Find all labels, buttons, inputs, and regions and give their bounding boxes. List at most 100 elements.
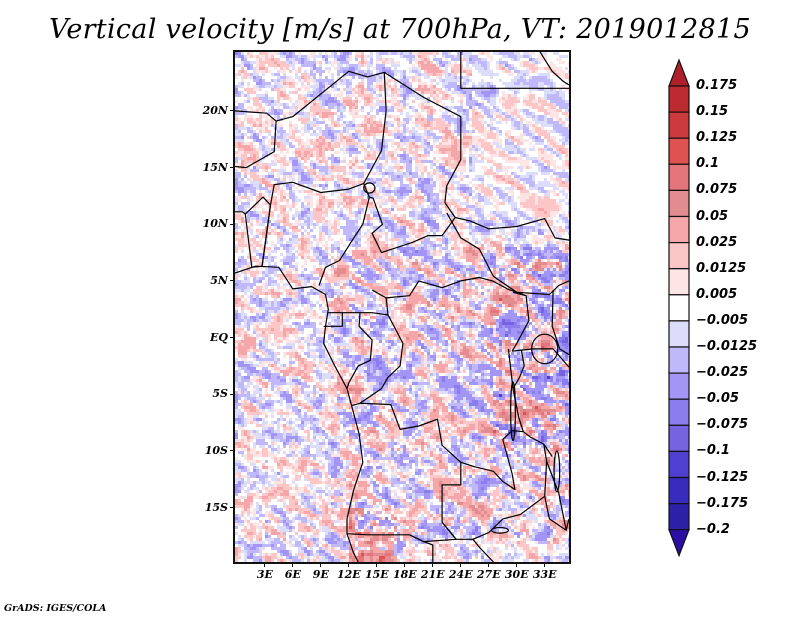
colorbar-min-triangle: [668, 529, 690, 558]
border-line: [446, 212, 569, 296]
colorbar-segment: [668, 163, 690, 192]
x-tick-label: 21E: [420, 568, 445, 581]
y-tick-label: 20N: [202, 103, 228, 117]
country-borders: [235, 52, 569, 562]
border-line: [472, 538, 494, 562]
x-tick: [432, 562, 434, 567]
x-tick-label: 6E: [284, 568, 301, 581]
border-line: [235, 110, 277, 122]
colorbar-level-label: 0.075: [696, 182, 738, 198]
border-line: [512, 349, 525, 389]
colorbar-segment: [668, 294, 690, 322]
x-tick-label: 18E: [392, 568, 417, 581]
x-tick: [460, 562, 462, 567]
y-tick: [230, 507, 235, 509]
colorbar-segment: [668, 85, 690, 113]
border-line: [455, 216, 569, 241]
x-tick: [516, 562, 518, 567]
colorbar-segment: [668, 189, 690, 218]
x-tick-label: 27E: [476, 568, 501, 581]
border-line: [460, 52, 569, 89]
colorbar-segment: [668, 503, 690, 531]
x-tick-label: 9E: [312, 568, 329, 581]
x-tick: [348, 562, 350, 567]
border-line: [544, 496, 569, 531]
y-tick-label: 15N: [202, 160, 228, 174]
colorbar-level-label: 0.05: [696, 208, 729, 224]
border-line: [369, 71, 462, 254]
border-line: [235, 265, 364, 562]
lake-victoria-outline: [531, 333, 559, 365]
x-tick-label: 15E: [364, 568, 389, 581]
colorbar-segment: [668, 424, 690, 452]
colorbar-level-label: −0.005: [696, 312, 749, 328]
colorbar-level-label: −0.175: [696, 495, 749, 511]
x-tick: [264, 562, 266, 567]
colorbar-segment: [668, 137, 690, 165]
y-tick: [230, 223, 235, 225]
y-tick: [230, 337, 235, 339]
lake-chad-outline: [363, 182, 376, 194]
x-tick: [404, 562, 406, 567]
border-line: [346, 402, 462, 543]
x-tick-label: 12E: [336, 568, 361, 581]
lake-malawi-outline: [553, 450, 561, 493]
colorbar-max-triangle: [668, 58, 690, 87]
y-tick: [230, 110, 235, 112]
colorbar-segment: [668, 215, 690, 244]
y-tick: [230, 167, 235, 169]
colorbar-segment: [668, 111, 690, 139]
y-tick-label: 10N: [202, 217, 228, 231]
colorbar-segment: [668, 268, 690, 296]
border-line: [261, 181, 370, 286]
vertical-velocity-field: [235, 52, 569, 562]
border-line: [460, 429, 524, 491]
border-line: [441, 461, 548, 540]
border-line: [323, 312, 343, 327]
x-tick-label: 33E: [532, 568, 557, 581]
colorbar-level-label: 0.1: [696, 156, 720, 172]
colorbar-segment: [668, 320, 690, 348]
colorbar-segment: [668, 450, 690, 479]
border-line: [328, 297, 389, 316]
lake-tanganyika-outline: [510, 381, 516, 442]
colorbar-segment: [668, 242, 690, 270]
map-plot-area: [233, 50, 571, 564]
colorbar-level-label: −0.05: [696, 391, 739, 407]
colorbar-level-label: −0.0125: [696, 339, 758, 354]
x-tick-label: 3E: [256, 568, 273, 581]
y-tick-label: 5N: [210, 273, 228, 287]
x-tick: [544, 562, 546, 567]
colorbar-level-label: 0.005: [696, 286, 738, 302]
y-tick-label: 10S: [204, 443, 228, 457]
border-line: [539, 52, 569, 86]
colorbar-segment: [668, 372, 690, 400]
border-line: [346, 312, 373, 389]
grads-credit: GrADS: IGES/COLA: [4, 603, 107, 614]
border-line: [512, 348, 569, 368]
colorbar-level-label: 0.025: [696, 234, 738, 250]
border-line: [235, 211, 246, 215]
colorbar-level-label: −0.025: [696, 365, 749, 381]
y-tick: [230, 393, 235, 395]
y-tick: [230, 280, 235, 282]
colorbar-level-label: −0.2: [696, 521, 730, 537]
chart-title: Vertical velocity [m/s] at 700hPa, VT: 2…: [49, 14, 751, 45]
colorbar-segment: [668, 398, 690, 426]
x-tick: [320, 562, 322, 567]
colorbar-level-label: 0.125: [696, 130, 738, 146]
colorbar-level-label: 0.0125: [696, 260, 747, 276]
colorbar-level-label: −0.075: [696, 417, 749, 433]
colorbar-level-label: 0.15: [696, 104, 729, 120]
border-line: [351, 314, 404, 407]
y-tick: [230, 450, 235, 452]
lake-kariba-outline: [490, 526, 509, 534]
border-line: [235, 70, 387, 184]
border-line: [423, 541, 434, 562]
border-line: [511, 291, 530, 352]
x-tick: [292, 562, 294, 567]
border-line: [543, 444, 567, 531]
border-line: [551, 289, 569, 356]
border-line: [251, 204, 272, 268]
y-tick-label: EQ: [210, 330, 228, 344]
